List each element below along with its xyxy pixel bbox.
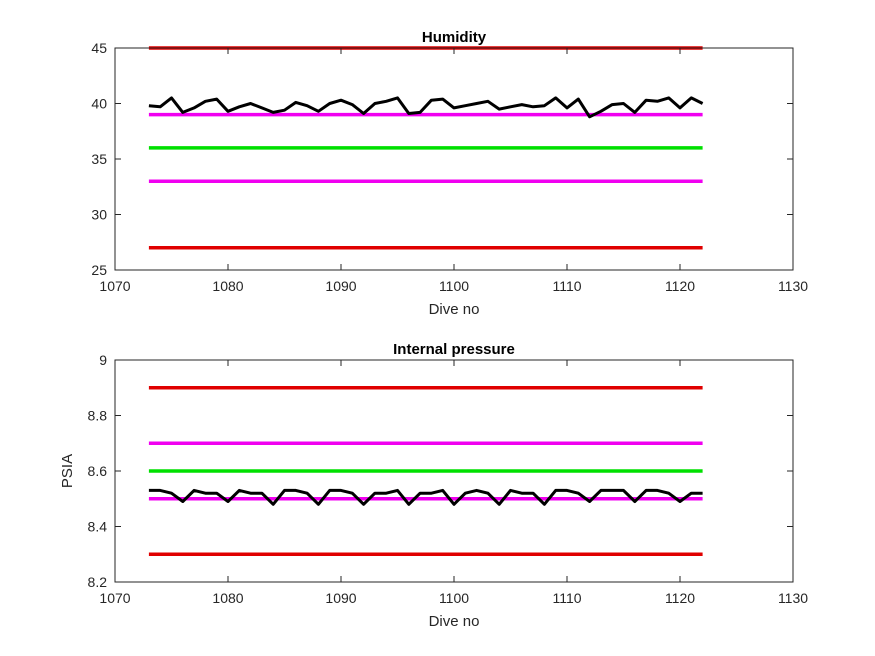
chart-1-ytick-label: 45 [91, 40, 107, 56]
chart-2-ytick-label: 9 [99, 352, 107, 368]
chart-1-plot-area [115, 48, 793, 270]
chart-2-xlabel: Dive no [429, 613, 480, 630]
chart-2-xtick-label: 1120 [665, 590, 695, 606]
chart-1-xtick-label: 1080 [212, 278, 243, 294]
chart-2-title: Internal pressure [393, 341, 515, 358]
chart-1-ytick-label: 35 [91, 151, 107, 167]
chart-1-series-measured [148, 96, 704, 119]
chart-2-xtick-label: 1070 [99, 590, 130, 606]
chart-2-series-measured [148, 488, 703, 506]
chart-1-title: Humidity [422, 29, 487, 46]
chart-1-ytick-label: 40 [91, 96, 107, 112]
chart-2-ytick-label: 8.2 [88, 574, 108, 590]
chart-2-xtick-label: 1080 [212, 590, 243, 606]
chart-2-xtick-label: 1130 [778, 590, 808, 606]
chart-2-xtick-label: 1110 [552, 590, 581, 606]
chart-1-xtick-label: 1070 [99, 278, 130, 294]
chart-2-axes: 1070 1080 1090 1100 1110 1120 1130 8.2 8.4 8.6 8.8… [59, 341, 808, 630]
chart-1-xtick-label: 1120 [665, 278, 695, 294]
chart-2-ytick-label: 8.6 [88, 463, 108, 479]
chart-1-xlabel: Dive no [429, 301, 480, 318]
chart-2-ytick-label: 8.8 [88, 408, 108, 424]
chart-1-xtick-label: 1090 [325, 278, 356, 294]
chart-2-ytick-label: 8.4 [88, 519, 108, 535]
chart-2-ylabel: PSIA [59, 454, 76, 488]
chart-1-axes: 1070 1080 1090 1100 1110 1120 1130 25 30 35 40 45 Hu… [91, 29, 808, 318]
chart-1-xtick-label: 1130 [778, 278, 808, 294]
chart-1-xtick-label: 1100 [439, 278, 469, 294]
chart-1-xtick-label: 1110 [552, 278, 581, 294]
chart-1-ytick-label: 25 [91, 262, 107, 278]
chart-2-xtick-label: 1100 [439, 590, 469, 606]
chart-2-xtick-label: 1090 [325, 590, 356, 606]
chart-1-ytick-label: 30 [91, 207, 107, 223]
